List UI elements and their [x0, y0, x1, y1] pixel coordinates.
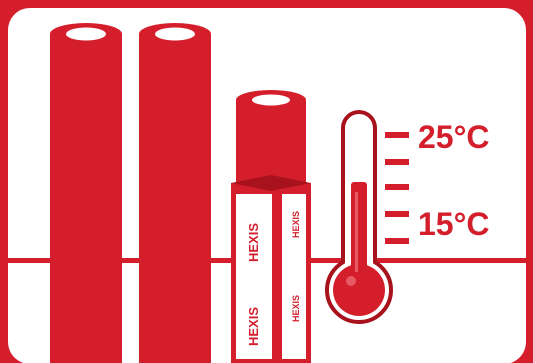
box-brand-label: HEXIS	[246, 223, 261, 262]
box-brand-label: HEXIS	[291, 211, 301, 238]
temperature-scale	[385, 132, 409, 244]
box-brand-label: HEXIS	[291, 295, 301, 322]
thermometer-icon	[325, 110, 393, 324]
box-panel-front	[236, 194, 272, 359]
roll-icon	[50, 23, 122, 363]
temperature-low-label: 15°C	[418, 206, 490, 242]
boxed-roll-icon: HEXIS HEXIS HEXIS HEXIS	[231, 90, 311, 363]
box-panel-side	[282, 194, 306, 359]
box-brand-label: HEXIS	[246, 307, 261, 346]
roll-icon	[139, 23, 211, 363]
temperature-high-label: 25°C	[418, 119, 490, 155]
